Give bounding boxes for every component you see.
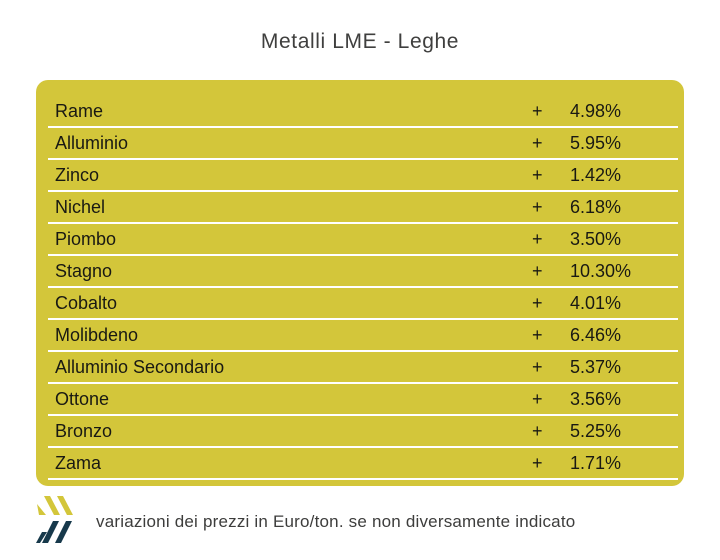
metal-name: Zama <box>55 452 102 473</box>
table-row: Zama +1.71% <box>36 448 684 478</box>
metal-name: Zinco <box>55 164 100 185</box>
table-row: Ottone +3.56% <box>36 384 684 414</box>
metal-name: Molibdeno <box>55 324 139 345</box>
row-separator <box>48 318 678 320</box>
change-value: 10.30% <box>570 260 632 281</box>
change-sign: + <box>532 228 543 249</box>
change-sign: + <box>532 388 543 409</box>
page-title: Metalli LME - Leghe <box>260 30 460 53</box>
change-sign: + <box>532 260 543 281</box>
change-value: 1.71% <box>570 452 622 473</box>
table-row: Bronzo +5.25% <box>36 416 684 446</box>
change-value: 3.56% <box>570 388 622 409</box>
row-separator <box>48 254 678 256</box>
change-value: 3.50% <box>570 228 622 249</box>
change-sign: + <box>532 356 543 377</box>
change-sign: + <box>532 196 543 217</box>
table-row: Zinco +1.42% <box>36 160 684 190</box>
footer: variazioni dei prezzi in Euro/ton. se no… <box>36 496 686 548</box>
row-separator <box>48 446 678 448</box>
change-value: 5.37% <box>570 356 622 377</box>
row-separator <box>48 222 678 224</box>
row-separator <box>48 190 678 192</box>
change-value: 6.18% <box>570 196 622 217</box>
row-separator <box>48 350 678 352</box>
change-sign: + <box>532 324 543 345</box>
metal-name: Ottone <box>55 388 110 409</box>
metals-table: Rame +4.98% Alluminio +5.95% Zinco +1.42% Nich… <box>36 80 684 486</box>
row-separator <box>48 286 678 288</box>
row-separator <box>48 158 678 160</box>
row-separator <box>48 126 678 128</box>
change-sign: + <box>532 420 543 441</box>
table-row: Stagno +10.30% <box>36 256 684 286</box>
table-row: Molibdeno +6.46% <box>36 320 684 350</box>
metal-name: Nichel <box>55 196 106 217</box>
table-row: Rame +4.98% <box>36 96 684 126</box>
change-sign: + <box>532 292 543 313</box>
change-value: 1.42% <box>570 164 622 185</box>
table-row: Alluminio +5.95% <box>36 128 684 158</box>
change-sign: + <box>532 164 543 185</box>
row-separator <box>48 414 678 416</box>
metal-name: Stagno <box>55 260 113 281</box>
change-value: 5.95% <box>570 132 622 153</box>
metal-name: Piombo <box>55 228 117 249</box>
metal-name: Rame <box>55 100 104 121</box>
table-row: Nichel +6.18% <box>36 192 684 222</box>
row-separator <box>48 382 678 384</box>
change-value: 6.46% <box>570 324 622 345</box>
metal-name: Bronzo <box>55 420 113 441</box>
change-value: 4.01% <box>570 292 622 313</box>
metal-name: Cobalto <box>55 292 118 313</box>
table-row: Piombo +3.50% <box>36 224 684 254</box>
change-sign: + <box>532 100 543 121</box>
change-sign: + <box>532 132 543 153</box>
logo-slashes-icon <box>36 496 73 543</box>
change-value: 5.25% <box>570 420 622 441</box>
footer-note: variazioni dei prezzi in Euro/ton. se no… <box>96 512 576 531</box>
row-separator <box>48 478 678 480</box>
change-value: 4.98% <box>570 100 622 121</box>
change-sign: + <box>532 452 543 473</box>
table-row: Cobalto +4.01% <box>36 288 684 318</box>
table-row: Alluminio Secondario +5.37% <box>36 352 684 382</box>
metal-name: Alluminio Secondario <box>55 356 225 377</box>
metal-name: Alluminio <box>55 132 129 153</box>
